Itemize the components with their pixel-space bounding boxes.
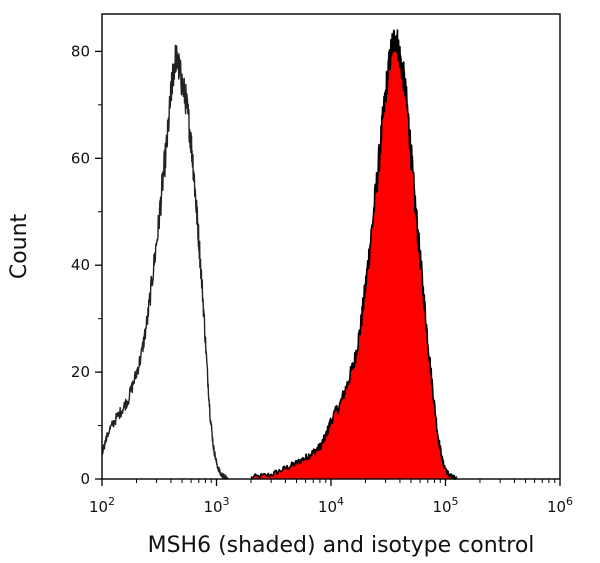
- series-isotype-outline: [101, 44, 229, 480]
- series-msh6-outline: [250, 29, 458, 480]
- y-tick-label: 80: [71, 42, 90, 60]
- y-tick-label: 0: [80, 470, 90, 488]
- x-tick-label: 102: [89, 495, 115, 516]
- x-tick-label: 104: [318, 495, 344, 516]
- x-tick-label: 105: [432, 495, 458, 516]
- plot-area: 102 103 104 105 106 0 20 40 60 80: [71, 13, 573, 516]
- y-tick-label: 60: [71, 149, 90, 167]
- series-msh6-fill: [250, 30, 457, 479]
- x-axis-title: MSH6 (shaded) and isotype control: [148, 533, 535, 558]
- y-tick-label: 20: [71, 363, 90, 381]
- x-tick-label: 103: [203, 495, 229, 516]
- y-tick-label: 40: [71, 256, 90, 274]
- y-axis-title: Count: [7, 213, 32, 279]
- x-tick-label: 106: [547, 495, 573, 516]
